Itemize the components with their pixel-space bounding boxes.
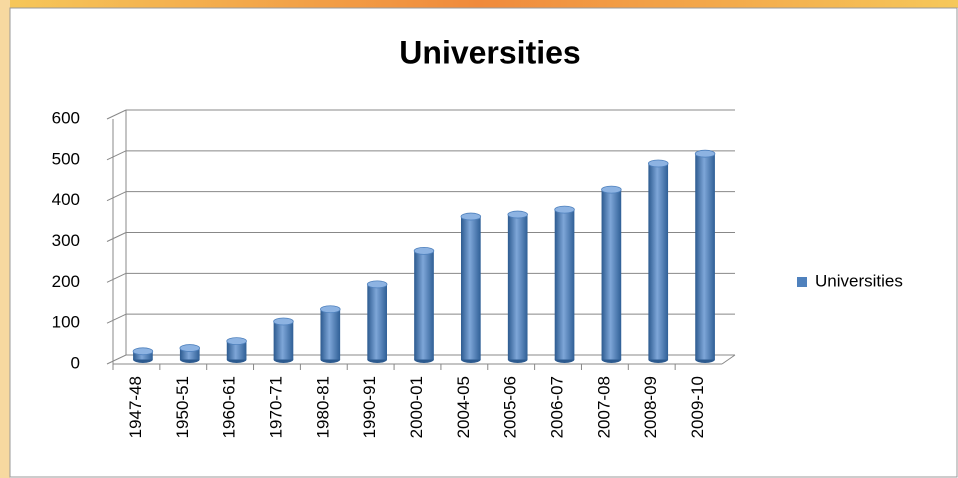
grid-line bbox=[106, 109, 127, 120]
bar-cap bbox=[320, 305, 341, 314]
bar bbox=[179, 348, 200, 360]
grid-line bbox=[106, 191, 127, 202]
bar-cap bbox=[179, 344, 201, 352]
bar bbox=[367, 284, 387, 360]
bar-cap bbox=[413, 246, 435, 255]
x-tick-label: 2000-01 bbox=[407, 376, 426, 438]
bar bbox=[554, 209, 575, 360]
x-tick-label: 2005-06 bbox=[501, 376, 520, 438]
x-tick-label: 1990-91 bbox=[360, 376, 379, 438]
bar bbox=[320, 309, 341, 360]
bar-cap bbox=[460, 212, 482, 221]
floor-line bbox=[721, 354, 736, 365]
bar-cap bbox=[601, 185, 622, 194]
grid-line bbox=[106, 232, 127, 242]
x-tick-label: 2007-08 bbox=[594, 376, 613, 438]
x-tick-label: 1960-61 bbox=[220, 376, 239, 438]
bar bbox=[414, 250, 434, 360]
y-tick-label: 400 bbox=[52, 190, 80, 209]
legend-swatch bbox=[797, 277, 807, 287]
bar-cap bbox=[226, 337, 247, 346]
y-tick-label: 200 bbox=[52, 272, 80, 291]
x-tick-label: 1980-81 bbox=[313, 376, 332, 438]
y-tick-label: 0 bbox=[71, 353, 80, 372]
x-tick-label: 2006-07 bbox=[548, 376, 567, 438]
bar bbox=[601, 189, 622, 360]
grid-line bbox=[106, 313, 127, 324]
bar bbox=[226, 341, 247, 360]
header-strip bbox=[0, 0, 958, 8]
grid-line bbox=[106, 354, 127, 365]
bar-cap bbox=[694, 149, 716, 158]
bar-cap bbox=[273, 317, 294, 326]
x-tick-label: 2008-09 bbox=[641, 376, 660, 438]
chart-frame bbox=[9, 7, 958, 478]
y-tick-label: 500 bbox=[52, 149, 80, 168]
x-tick-label: 2004-05 bbox=[454, 376, 473, 438]
bar bbox=[461, 216, 481, 360]
y-tick-label: 600 bbox=[52, 108, 80, 127]
chart-title: Universities bbox=[399, 34, 580, 70]
legend-label: Universities bbox=[815, 271, 903, 290]
left-strip bbox=[0, 0, 10, 478]
bar bbox=[648, 163, 669, 360]
x-tick-label: 1947-48 bbox=[126, 376, 145, 438]
x-tick-label: 1950-51 bbox=[173, 376, 192, 438]
y-tick-label: 100 bbox=[52, 313, 80, 332]
y-tick-label: 300 bbox=[52, 231, 80, 250]
bar bbox=[695, 153, 715, 360]
bar-cap bbox=[647, 159, 669, 168]
bar-cap bbox=[507, 210, 528, 219]
bar-cap bbox=[132, 347, 154, 356]
bar bbox=[507, 214, 528, 360]
bar-cap bbox=[366, 280, 388, 289]
x-tick-label: 2009-10 bbox=[688, 376, 707, 438]
bar bbox=[273, 321, 294, 360]
bar bbox=[133, 351, 153, 360]
bar-cap bbox=[554, 205, 575, 214]
x-tick-label: 1970-71 bbox=[266, 376, 285, 438]
grid-line bbox=[106, 272, 127, 283]
grid-line bbox=[106, 150, 127, 161]
